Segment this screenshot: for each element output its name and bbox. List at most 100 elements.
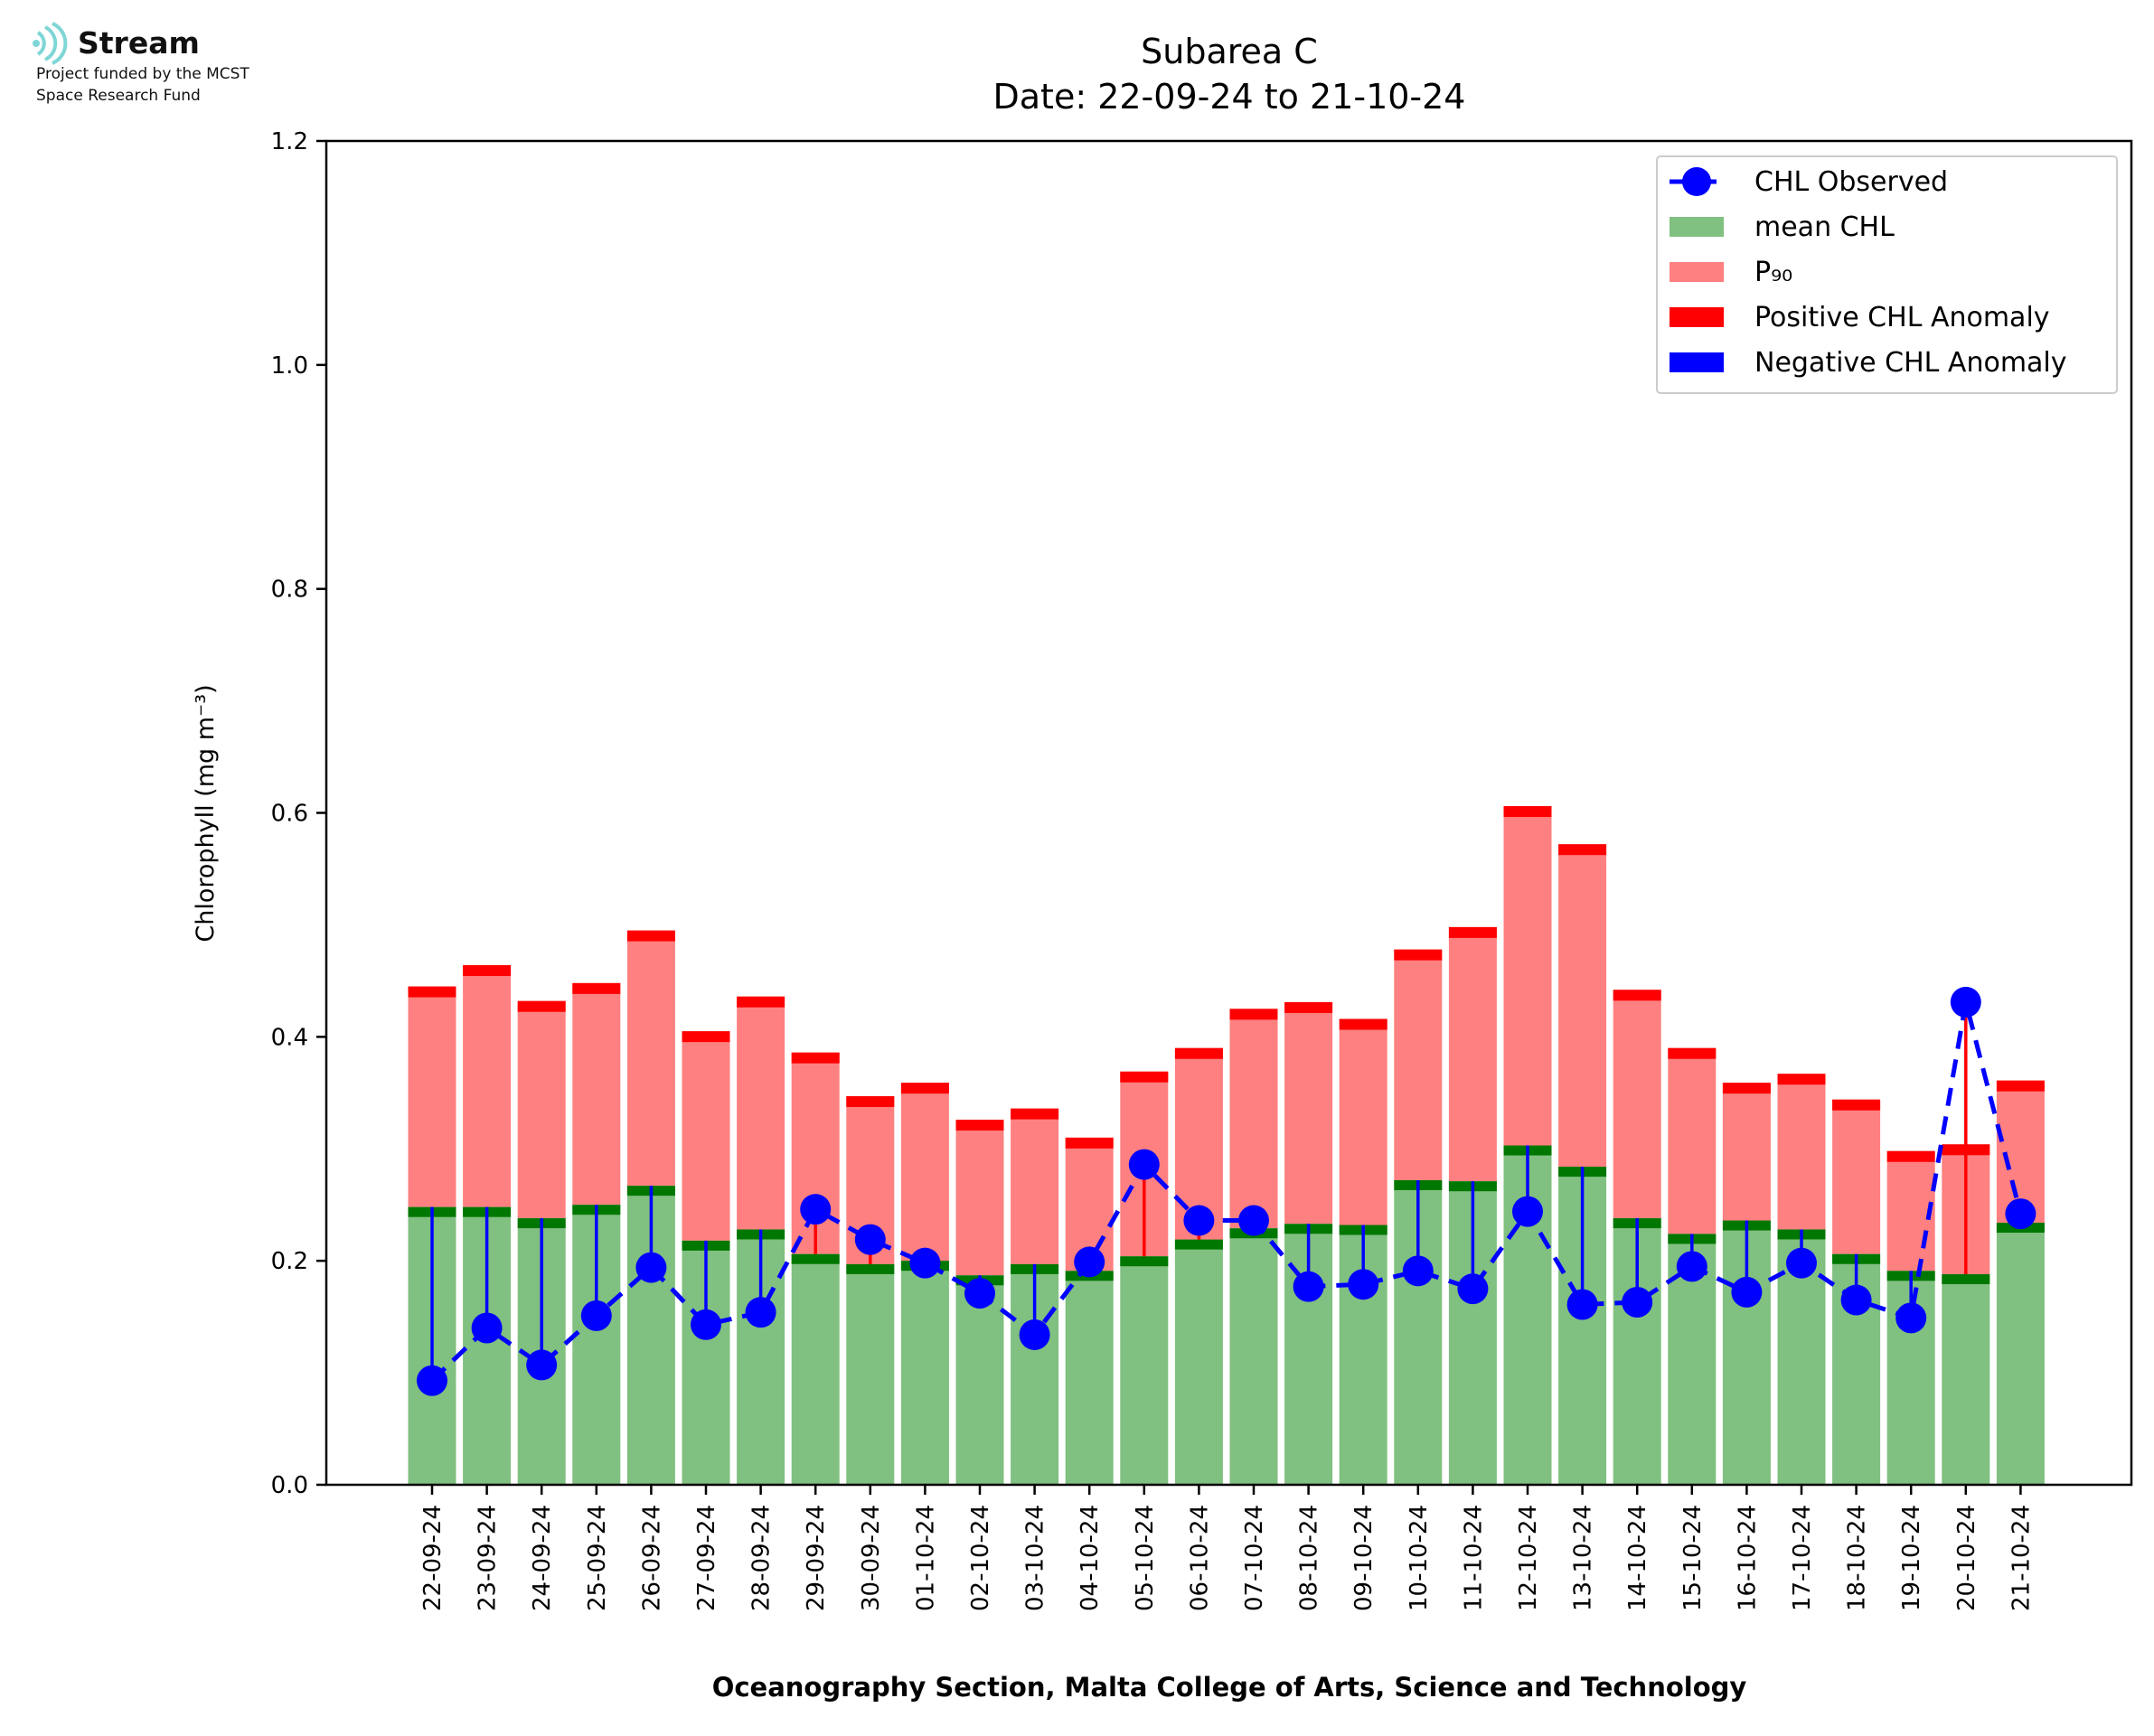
x-tick-label: 26-09-24 xyxy=(638,1505,665,1611)
p90-bar xyxy=(572,982,621,1206)
stream-logo: Stream Project funded by the MCST Space … xyxy=(33,22,358,121)
y-axis-label: Chlorophyll (mg m⁻³) xyxy=(192,684,220,942)
p90-bar-edge xyxy=(1394,949,1443,961)
chl-observed-point xyxy=(1402,1255,1434,1287)
p90-bar-edge xyxy=(1886,1150,1935,1162)
p90-bar-edge xyxy=(791,1052,840,1064)
p90-bar-edge xyxy=(463,965,512,977)
legend-observed-marker xyxy=(1682,167,1711,196)
x-tick-label: 22-09-24 xyxy=(419,1505,447,1611)
x-tick-label: 19-10-24 xyxy=(1898,1505,1925,1611)
observed-layer xyxy=(417,986,2036,1396)
x-tick-label: 29-09-24 xyxy=(803,1505,830,1611)
mean-chl-bar xyxy=(900,1261,949,1485)
chl-observed-point xyxy=(2005,1198,2036,1230)
x-tick-label: 13-10-24 xyxy=(1570,1505,1597,1611)
p90-bar-edge xyxy=(955,1120,1004,1131)
p90-bar xyxy=(517,1000,566,1219)
x-tick-label: 01-10-24 xyxy=(912,1505,939,1611)
mean-chl-bar xyxy=(1229,1228,1278,1485)
chl-observed-point xyxy=(691,1309,721,1340)
p90-bar xyxy=(1339,1018,1387,1225)
x-tick-label: 03-10-24 xyxy=(1022,1505,1049,1611)
p90-bar xyxy=(682,1031,730,1241)
chl-observed-point xyxy=(745,1297,776,1328)
legend-mean-swatch xyxy=(1670,217,1724,237)
mean-chl-bar-edge xyxy=(1174,1239,1223,1250)
p90-bar xyxy=(1886,1150,1935,1272)
chl-observed-point xyxy=(964,1278,995,1309)
p90-bar-edge xyxy=(517,1000,566,1012)
chl-observed-point xyxy=(1128,1149,1160,1180)
x-tick-label: 30-09-24 xyxy=(858,1505,885,1611)
legend-negative-anomaly-swatch xyxy=(1670,352,1724,372)
p90-bar xyxy=(1503,806,1552,1146)
chart-title: Subarea C xyxy=(1141,32,1318,71)
mean-chl-bar xyxy=(791,1253,840,1485)
mean-chl-bar xyxy=(846,1263,895,1485)
stream-wave-icon xyxy=(33,22,68,65)
p90-bar xyxy=(1777,1074,1826,1230)
x-tick-label: 14-10-24 xyxy=(1624,1505,1651,1611)
chl-observed-point xyxy=(800,1194,832,1225)
p90-bar xyxy=(1832,1099,1881,1254)
y-tick-label: 1.0 xyxy=(271,352,308,380)
logo-funding-line-2: Space Research Fund xyxy=(36,87,201,105)
legend-label: mean CHL xyxy=(1754,211,1895,243)
y-tick-label: 0.8 xyxy=(271,577,308,604)
chl-observed-point xyxy=(1293,1271,1324,1302)
chl-observed-point xyxy=(1622,1287,1653,1318)
chl-observed-point xyxy=(1840,1284,1872,1316)
p90-bar xyxy=(1558,844,1607,1168)
p90-bar xyxy=(1448,926,1497,1182)
x-tick-label: 04-10-24 xyxy=(1077,1505,1104,1611)
chl-observed-point xyxy=(909,1247,941,1279)
legend-p90-swatch xyxy=(1670,262,1724,282)
y-tick-label: 1.2 xyxy=(271,128,308,155)
p90-bar xyxy=(408,986,456,1207)
x-axis: 22-09-24 23-09-24 24-09-24 25-09-24 26-09-24… xyxy=(419,1485,2035,1611)
x-tick-label: 24-09-24 xyxy=(529,1505,556,1611)
x-tick-label: 09-10-24 xyxy=(1350,1505,1378,1611)
y-tick-label: 0.4 xyxy=(271,1024,308,1051)
x-tick-label: 23-09-24 xyxy=(475,1505,502,1611)
logo-funding-line-1: Project funded by the MCST xyxy=(36,65,249,83)
chl-observed-point xyxy=(417,1365,447,1396)
chl-observed-point xyxy=(580,1300,612,1331)
legend: CHL Observed mean CHL P₉₀ Positive CHL Anom… xyxy=(1656,155,2118,394)
p90-bar-edge xyxy=(1174,1047,1223,1059)
x-tick-label: 11-10-24 xyxy=(1460,1505,1487,1611)
chl-observed-point xyxy=(854,1224,886,1255)
x-tick-label: 27-09-24 xyxy=(693,1505,720,1611)
mean-chl-bar xyxy=(1996,1223,2045,1485)
mean-chl-bar xyxy=(1942,1274,1990,1485)
p90-bar xyxy=(955,1120,1004,1276)
x-axis-label: Oceanography Section, Malta College of A… xyxy=(712,1672,1747,1703)
p90-bar-edge xyxy=(1448,926,1497,938)
p90-bar xyxy=(463,965,512,1207)
y-tick-label: 0.6 xyxy=(271,801,308,828)
chl-observed-point xyxy=(1074,1246,1105,1278)
chl-observed-point xyxy=(635,1252,667,1283)
p90-bar-edge xyxy=(572,982,621,994)
x-tick-label: 06-10-24 xyxy=(1186,1505,1213,1611)
mean-chl-bar xyxy=(955,1275,1004,1485)
p90-bar xyxy=(1284,1001,1333,1225)
p90-bar xyxy=(737,996,785,1230)
x-tick-label: 20-10-24 xyxy=(1953,1505,1980,1611)
chl-observed-point xyxy=(1348,1269,1379,1300)
x-tick-label: 08-10-24 xyxy=(1296,1505,1323,1611)
chl-observed-point xyxy=(1566,1289,1598,1320)
p90-bar xyxy=(1011,1108,1059,1264)
legend-label: CHL Observed xyxy=(1754,166,1948,198)
x-tick-label: 02-10-24 xyxy=(967,1505,994,1611)
y-tick-label: 0.0 xyxy=(271,1472,308,1499)
mean-chl-bar-edge xyxy=(1120,1256,1169,1267)
bars-layer xyxy=(408,806,2045,1485)
mean-chl-bar-edge xyxy=(846,1263,895,1274)
p90-bar-edge xyxy=(1996,1080,2045,1092)
x-tick-label: 18-10-24 xyxy=(1844,1505,1871,1611)
p90-bar-edge xyxy=(408,986,456,998)
p90-bar-edge xyxy=(846,1096,895,1108)
legend-label: P₉₀ xyxy=(1754,257,1792,288)
